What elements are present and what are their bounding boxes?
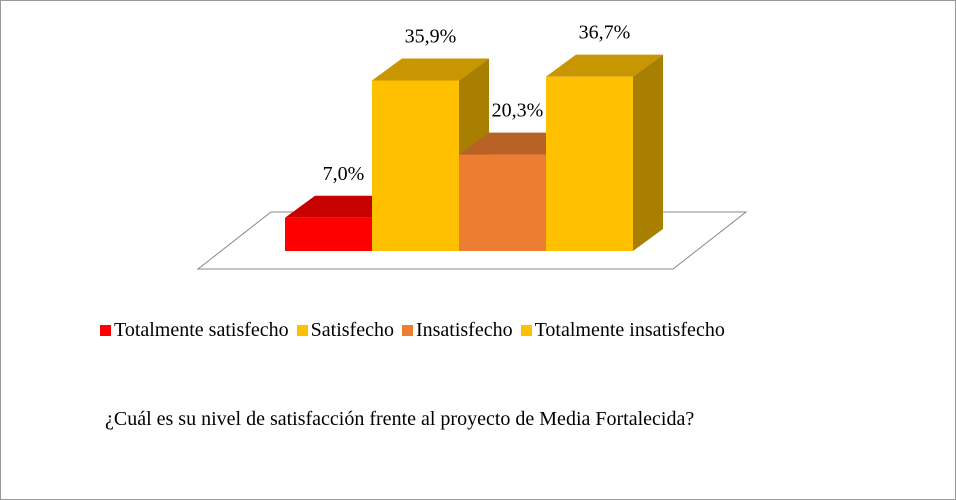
legend-swatch <box>296 325 308 336</box>
legend-entry: Totalmente insatisfecho <box>520 319 725 342</box>
legend-label: Totalmente satisfecho <box>114 319 289 341</box>
data-label: 36,7% <box>579 22 631 44</box>
legend-label: Satisfecho <box>310 319 394 341</box>
bar-side <box>633 54 663 251</box>
bar <box>546 54 663 251</box>
legend-entry: Insatisfecho <box>401 319 513 342</box>
data-label: 35,9% <box>405 25 457 47</box>
bar-top <box>372 58 489 81</box>
data-label: 20,3% <box>492 100 544 122</box>
legend: Totalmente satisfecho Satisfecho Insatisfe… <box>100 319 725 342</box>
legend-entry: Satisfecho <box>296 319 394 342</box>
legend-swatch <box>520 325 532 336</box>
bar-top <box>546 54 663 77</box>
bar-front <box>372 80 459 251</box>
legend-label: Totalmente insatisfecho <box>534 319 725 341</box>
data-label: 7,0% <box>323 163 365 185</box>
legend-entry: Totalmente satisfecho <box>100 319 289 342</box>
chart-title: ¿Cuál es su nivel de satisfacción frente… <box>105 408 695 430</box>
bar-front <box>459 154 546 251</box>
bar-front <box>285 217 372 251</box>
legend-swatch <box>100 325 111 336</box>
bar-front <box>546 76 633 251</box>
legend-label: Insatisfecho <box>415 319 513 341</box>
legend-swatch <box>401 325 413 336</box>
